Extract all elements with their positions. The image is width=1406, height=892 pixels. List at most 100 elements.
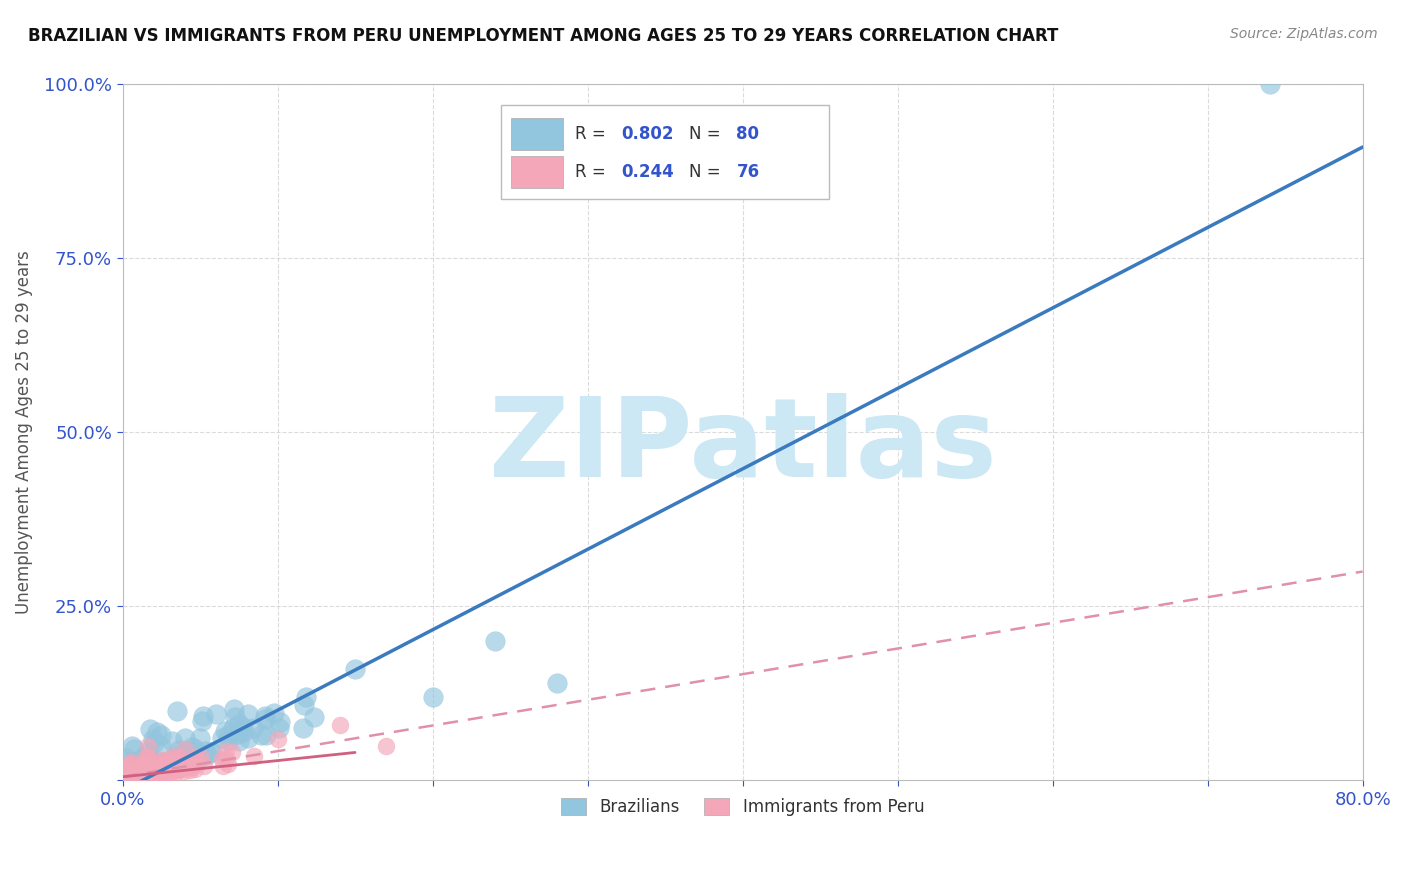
Point: [232, 725, 254, 739]
Point: [194, 744, 217, 758]
Point: [214, 752, 236, 766]
Point: [120, 765, 142, 780]
Text: 80: 80: [737, 125, 759, 143]
Text: R =: R =: [575, 163, 612, 181]
Point: [173, 742, 195, 756]
Point: [242, 721, 264, 735]
Point: [211, 731, 233, 746]
Point: [165, 753, 187, 767]
Point: [153, 755, 176, 769]
Point: [269, 715, 291, 730]
Point: [148, 761, 170, 775]
Point: [188, 749, 211, 764]
Point: [193, 759, 215, 773]
Point: [115, 770, 138, 784]
Point: [114, 764, 136, 778]
Point: [160, 733, 183, 747]
Point: [160, 760, 183, 774]
Point: [184, 742, 207, 756]
Point: [422, 690, 444, 704]
Point: [190, 750, 212, 764]
Point: [157, 752, 180, 766]
Point: [163, 762, 186, 776]
Text: 76: 76: [737, 163, 759, 181]
Point: [128, 759, 150, 773]
Text: N =: N =: [689, 125, 725, 143]
Point: [254, 712, 277, 726]
Point: [150, 764, 173, 779]
Y-axis label: Unemployment Among Ages 25 to 29 years: Unemployment Among Ages 25 to 29 years: [15, 251, 32, 615]
Point: [127, 754, 149, 768]
Point: [166, 762, 188, 776]
Point: [128, 764, 150, 778]
Point: [117, 755, 139, 769]
Point: [134, 751, 156, 765]
Text: 0.802: 0.802: [621, 125, 673, 143]
Point: [122, 765, 145, 780]
Point: [136, 769, 159, 783]
Point: [160, 764, 183, 778]
Point: [169, 756, 191, 770]
Point: [186, 757, 208, 772]
Text: Source: ZipAtlas.com: Source: ZipAtlas.com: [1230, 27, 1378, 41]
Point: [155, 760, 177, 774]
Point: [292, 721, 315, 735]
Point: [167, 762, 190, 776]
Point: [163, 759, 186, 773]
Point: [157, 757, 180, 772]
Point: [162, 748, 184, 763]
Point: [132, 757, 155, 772]
Point: [125, 759, 148, 773]
Point: [295, 690, 318, 705]
Point: [150, 759, 173, 773]
Point: [143, 736, 166, 750]
Point: [243, 748, 266, 763]
Legend: Brazilians, Immigrants from Peru: Brazilians, Immigrants from Peru: [553, 789, 932, 824]
Point: [129, 767, 152, 781]
Point: [127, 769, 149, 783]
Point: [129, 763, 152, 777]
Point: [328, 717, 350, 731]
Point: [238, 731, 260, 746]
Point: [159, 766, 181, 780]
Point: [117, 762, 139, 776]
Point: [174, 744, 197, 758]
Point: [254, 728, 277, 742]
Point: [122, 741, 145, 756]
Point: [263, 706, 285, 721]
Point: [169, 742, 191, 756]
Point: [122, 758, 145, 772]
Point: [142, 760, 165, 774]
Point: [153, 761, 176, 775]
Point: [292, 698, 315, 712]
Point: [215, 744, 238, 758]
Point: [155, 755, 177, 769]
Point: [127, 763, 149, 777]
Point: [172, 754, 194, 768]
Point: [138, 761, 160, 775]
Text: ZIPatlas: ZIPatlas: [489, 392, 997, 500]
Point: [142, 731, 165, 746]
Point: [135, 758, 157, 772]
Point: [546, 676, 568, 690]
Point: [484, 634, 506, 648]
Point: [165, 760, 187, 774]
Point: [148, 765, 170, 780]
Point: [269, 721, 291, 735]
Text: R =: R =: [575, 125, 612, 143]
Point: [120, 757, 142, 772]
Text: BRAZILIAN VS IMMIGRANTS FROM PERU UNEMPLOYMENT AMONG AGES 25 TO 29 YEARS CORRELA: BRAZILIAN VS IMMIGRANTS FROM PERU UNEMPL…: [28, 27, 1059, 45]
Point: [120, 772, 142, 786]
Point: [190, 714, 212, 729]
Point: [236, 707, 259, 722]
Point: [186, 753, 208, 767]
Point: [166, 763, 188, 777]
Point: [375, 739, 398, 753]
Point: [143, 763, 166, 777]
Point: [155, 763, 177, 777]
Point: [152, 756, 174, 770]
Point: [131, 750, 153, 764]
Point: [165, 756, 187, 770]
Point: [181, 740, 204, 755]
Point: [180, 760, 202, 774]
